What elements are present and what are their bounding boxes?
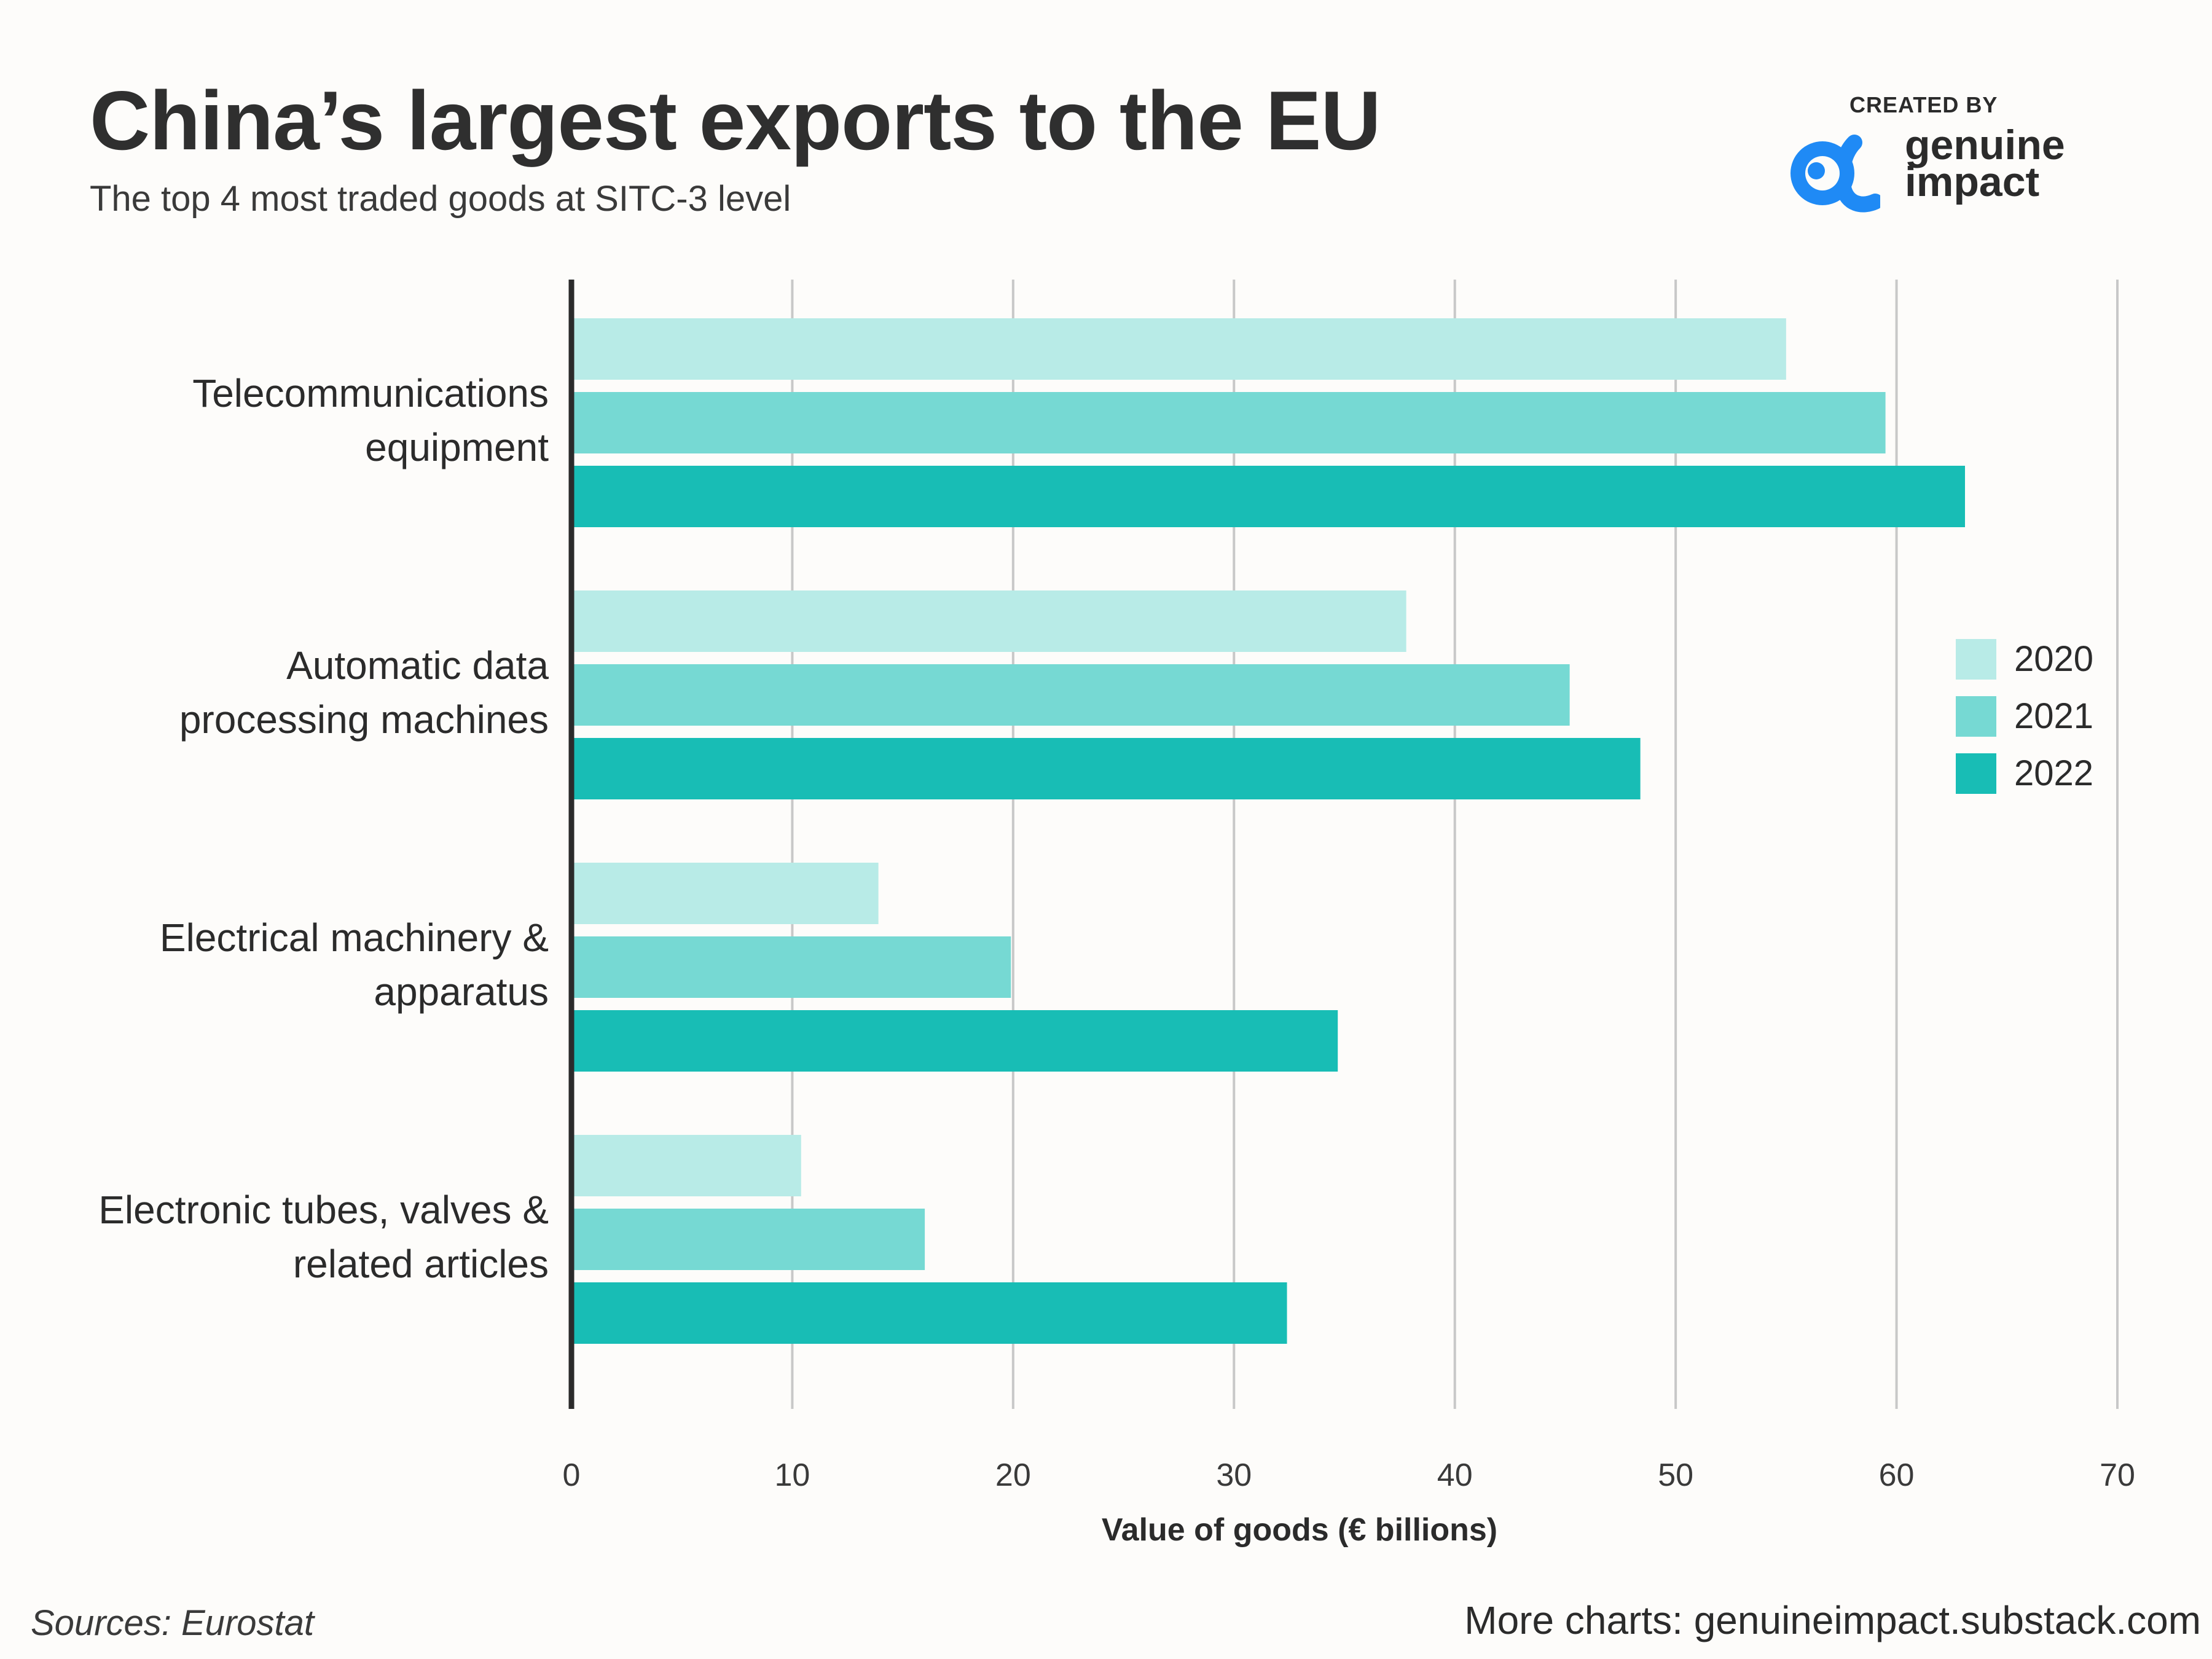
x-tick-label: 30 [1216, 1457, 1252, 1493]
bar-2021 [571, 936, 1011, 998]
chart-subtitle: The top 4 most traded goods at SITC-3 le… [90, 179, 791, 219]
source-note: Sources: Eurostat [31, 1603, 314, 1643]
x-tick-label: 40 [1437, 1457, 1473, 1493]
bar-2022 [571, 1282, 1287, 1344]
bar-2022 [571, 466, 1965, 527]
brand-badge[interactable]: CREATED BY genuine impact [1782, 86, 2101, 221]
category-label: processing machines [179, 697, 549, 742]
bar-2021 [571, 392, 1886, 453]
legend-label: 2020 [2014, 639, 2093, 679]
category-label: equipment [365, 425, 549, 469]
more-charts-link[interactable]: More charts: genuineimpact.substack.com [1464, 1598, 2201, 1642]
legend: 2020 2021 2022 [1956, 639, 2093, 794]
x-tick-label: 60 [1879, 1457, 1915, 1493]
legend-label: 2021 [2014, 696, 2093, 736]
x-tick-label: 10 [775, 1457, 810, 1493]
bar-2022 [571, 1010, 1338, 1072]
category-label: Electronic tubes, valves & [98, 1188, 549, 1232]
bar-2020 [571, 590, 1406, 652]
bar-2021 [571, 1209, 925, 1270]
brand-name-line2: impact [1905, 159, 2040, 205]
bar-2021 [571, 664, 1570, 726]
legend-swatch-2021 [1956, 696, 1996, 737]
axis: 0 10 20 30 40 50 60 70 [563, 280, 2135, 1493]
category-label: apparatus [374, 970, 549, 1014]
category-label: related articles [293, 1242, 549, 1286]
category-label: Telecommunications [192, 371, 549, 415]
bar-2020 [571, 863, 879, 924]
legend-label: 2022 [2014, 753, 2093, 793]
alpha-eye-icon [1790, 135, 1880, 213]
x-axis-label: Value of goods (€ billions) [1102, 1512, 1497, 1548]
bar-2020 [571, 318, 1786, 380]
brand-name: genuine impact [1905, 122, 2065, 205]
legend-swatch-2022 [1956, 753, 1996, 794]
legend-swatch-2020 [1956, 639, 1996, 680]
created-by-label: CREATED BY [1849, 92, 1998, 117]
chart-title: China’s largest exports to the EU [90, 74, 1381, 167]
bar-2020 [571, 1135, 801, 1196]
x-tick-label: 70 [2100, 1457, 2135, 1493]
bar-2022 [571, 738, 1641, 799]
x-tick-label: 50 [1658, 1457, 1693, 1493]
brand-name-line1: genuine [1905, 122, 2065, 168]
x-tick-label: 0 [563, 1457, 581, 1493]
x-tick-label: 20 [995, 1457, 1031, 1493]
category-label: Electrical machinery & [160, 916, 549, 960]
category-labels: Telecommunications equipment Automatic dat… [98, 371, 549, 1286]
bars [571, 318, 1965, 1344]
category-label: Automatic data [286, 643, 549, 688]
